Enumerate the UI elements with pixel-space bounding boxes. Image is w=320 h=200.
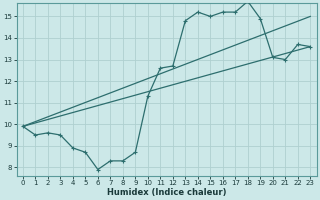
- X-axis label: Humidex (Indice chaleur): Humidex (Indice chaleur): [107, 188, 226, 197]
